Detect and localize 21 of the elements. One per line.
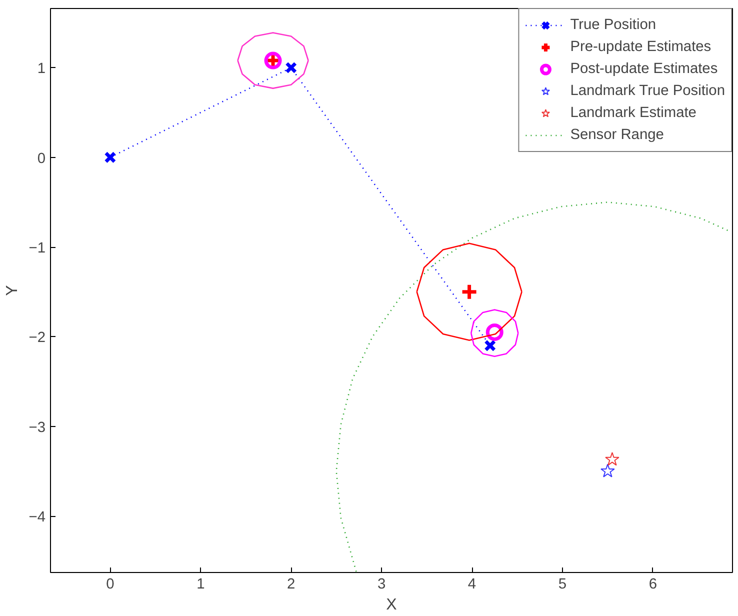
x-axis-title: X [386, 596, 398, 614]
y-tick-label: −2 [28, 330, 46, 346]
y-axis-title: Y [4, 284, 21, 296]
y-tick-label: 0 [37, 150, 46, 167]
x-tick-label: 2 [287, 576, 296, 592]
legend-label: Landmark Estimate [570, 105, 696, 121]
legend-label: Landmark True Position [570, 83, 725, 99]
y-tick-label: −4 [28, 510, 46, 526]
y-tick-label: 1 [37, 61, 46, 78]
y-tick-label: −3 [28, 420, 46, 436]
legend-label: Post-update Estimates [570, 61, 718, 77]
x-tick-label: 5 [558, 576, 567, 592]
y-tick-label: −1 [28, 240, 46, 257]
legend-label: Pre-update Estimates [570, 39, 712, 55]
x-tick-label: 6 [648, 576, 657, 592]
x-tick-label: 4 [468, 576, 476, 592]
legend-label: Sensor Range [570, 127, 664, 143]
x-tick-label: 1 [196, 576, 205, 592]
x-tick-label: 0 [106, 576, 114, 592]
legend-label: True Position [570, 17, 656, 33]
x-tick-label: 3 [377, 576, 386, 592]
